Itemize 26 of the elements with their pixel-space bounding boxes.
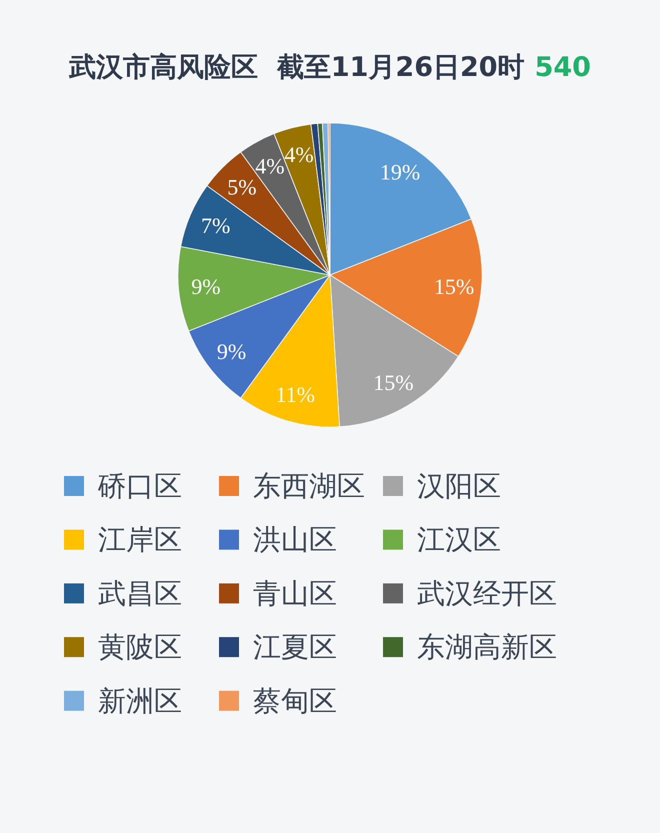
legend-label: 蔡甸区 — [253, 684, 337, 718]
title: 武汉市高风险区 截至11月26日20时 — [69, 52, 525, 83]
legend-label: 武昌区 — [98, 576, 182, 610]
legend-label: 黄陂区 — [98, 630, 182, 664]
legend-label: 江岸区 — [98, 523, 182, 556]
legend-label: 东西湖区 — [253, 470, 365, 502]
data-label: 9% — [191, 274, 221, 300]
legend-label: 汉阳区 — [417, 470, 501, 502]
data-label: 7% — [200, 213, 230, 238]
data-label: 19% — [380, 159, 420, 184]
legend-label: 硚口区 — [97, 470, 182, 502]
legend-label: 江夏区 — [253, 630, 337, 664]
legend-label: 武汉经开区 — [417, 576, 557, 610]
data-label: 4% — [255, 153, 285, 178]
data-label: 4% — [284, 142, 314, 167]
legend-label: 青山区 — [253, 576, 337, 610]
data-label: 11% — [275, 382, 315, 408]
legend-label: 江汉区 — [417, 523, 501, 556]
data-label: 5% — [227, 174, 257, 200]
data-label: 9% — [216, 338, 246, 364]
data-label: 15% — [373, 370, 414, 395]
data-label: 15% — [434, 274, 474, 300]
annotation: 540 — [534, 52, 591, 83]
legend-label: 洪山区 — [253, 523, 337, 556]
legend-label: 东湖高新区 — [417, 630, 557, 664]
legend-label: 新洲区 — [98, 684, 182, 718]
